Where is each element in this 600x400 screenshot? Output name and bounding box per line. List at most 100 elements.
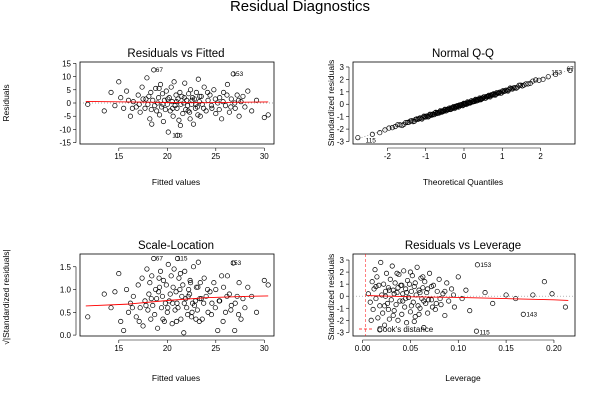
rvl-x-tick-label: 0.00: [355, 344, 371, 353]
qq-point: [355, 135, 361, 141]
rvl-point: [395, 285, 401, 291]
rvf-point: [180, 111, 186, 117]
rvl-point: [451, 304, 457, 310]
rvf-point: [220, 99, 226, 105]
rvf-point: [205, 97, 211, 103]
qq-point: [525, 81, 531, 87]
rvl-point: [412, 314, 418, 320]
rvf-point: [232, 105, 238, 111]
sl-point: [212, 305, 218, 311]
rvf-point: [159, 91, 166, 97]
rvl-y-tick-label: 0: [340, 292, 345, 301]
sl-xlabel: Fitted values: [152, 373, 200, 383]
sl-point: [144, 266, 150, 272]
rvl-point: [407, 269, 413, 275]
rvl-point: [403, 286, 409, 292]
rvl-point: [397, 298, 403, 304]
rvl-point: [450, 292, 457, 298]
rvl-x-tick-label: 0.10: [450, 344, 466, 353]
rvf-point: [224, 81, 230, 88]
rvl-y-tick-label: 1: [340, 280, 345, 289]
sl-point: [158, 305, 165, 311]
rvf-point: [145, 101, 151, 107]
rvf-point: [101, 108, 107, 114]
rvf-y-tick-label: -15: [59, 139, 71, 148]
qq-point: [530, 78, 536, 84]
sl-x-tick-label: 20: [163, 344, 172, 353]
qq-point: [540, 76, 546, 82]
rvf-point: [184, 97, 190, 103]
qq-point: [536, 77, 542, 83]
sl-point: [197, 280, 203, 286]
rvl-point: [368, 317, 374, 323]
qq-point-label: 115: [366, 137, 377, 144]
rvl-point: [482, 290, 488, 296]
rvf-marks: [85, 67, 271, 138]
rvl-point: [520, 311, 526, 317]
sl-point: [216, 298, 222, 304]
rvl-point: [405, 294, 412, 300]
rvf-point: [156, 85, 162, 92]
qq-y-tick-label: -2: [337, 125, 345, 134]
rvf-point: [219, 116, 225, 122]
sl-point: [230, 260, 236, 266]
rvl-point: [408, 288, 414, 294]
rvf-point: [137, 109, 143, 115]
rvf-point: [186, 91, 192, 97]
qq-x-tick-label: -2: [384, 152, 392, 161]
rvf-point: [201, 84, 207, 90]
sl-point: [184, 305, 190, 311]
rvf-point: [201, 105, 207, 111]
rvf-point: [167, 108, 173, 114]
rvl-point-label: 143: [526, 311, 537, 318]
sl-point: [195, 284, 201, 290]
qq-y-tick-label: 3: [340, 63, 345, 72]
sl-point: [149, 273, 155, 279]
rvf-point: [169, 99, 175, 105]
sl-point: [172, 307, 178, 313]
qq-y-tick-label: 2: [340, 75, 345, 84]
rvl-point: [428, 284, 435, 290]
scale-location-panel: Scale-Location Fitted values √|Standardi…: [1, 240, 275, 383]
rvf-smooth-line: [85, 100, 269, 104]
rvf-point: [173, 92, 179, 98]
qq-point: [369, 131, 375, 137]
rvl-point: [367, 299, 373, 305]
rvf-xlabel: Fitted values: [152, 177, 200, 187]
sl-point: [186, 286, 192, 293]
qq-point: [509, 86, 516, 92]
rvl-point: [404, 290, 410, 296]
qq-title: Normal Q-Q: [432, 48, 494, 60]
rvl-point: [384, 300, 390, 306]
sl-point: [173, 289, 179, 295]
qq-point: [484, 94, 491, 100]
sl-point: [174, 256, 181, 262]
sl-point: [130, 293, 136, 299]
rvl-point: [459, 296, 465, 302]
rvf-point: [187, 109, 193, 115]
rvl-point: [412, 280, 418, 286]
sl-point: [208, 312, 214, 318]
sl-point: [178, 316, 184, 322]
rvf-point: [181, 95, 187, 101]
rvf-ylabel: Residuals: [1, 84, 11, 121]
sl-x-tick-label: 30: [260, 344, 269, 353]
rvl-point: [473, 328, 479, 334]
rvl-point: [530, 292, 536, 298]
sl-y-tick-label: 0.0: [60, 331, 72, 340]
rvl-point: [402, 304, 408, 310]
qq-point: [533, 77, 539, 83]
sl-point: [187, 277, 193, 283]
rvf-point: [154, 108, 160, 114]
rvl-point: [416, 287, 422, 293]
rvl-point: [383, 270, 390, 276]
sl-point: [195, 259, 201, 265]
rvf-point: [222, 103, 229, 109]
sl-point: [127, 300, 133, 306]
qq-y-tick-label: 0: [340, 100, 345, 109]
qq-point: [434, 110, 440, 117]
qq-y-tick-label: 1: [340, 88, 345, 97]
rvl-point: [386, 287, 392, 293]
rvl-marks: [365, 259, 569, 334]
rvf-point: [173, 99, 180, 105]
